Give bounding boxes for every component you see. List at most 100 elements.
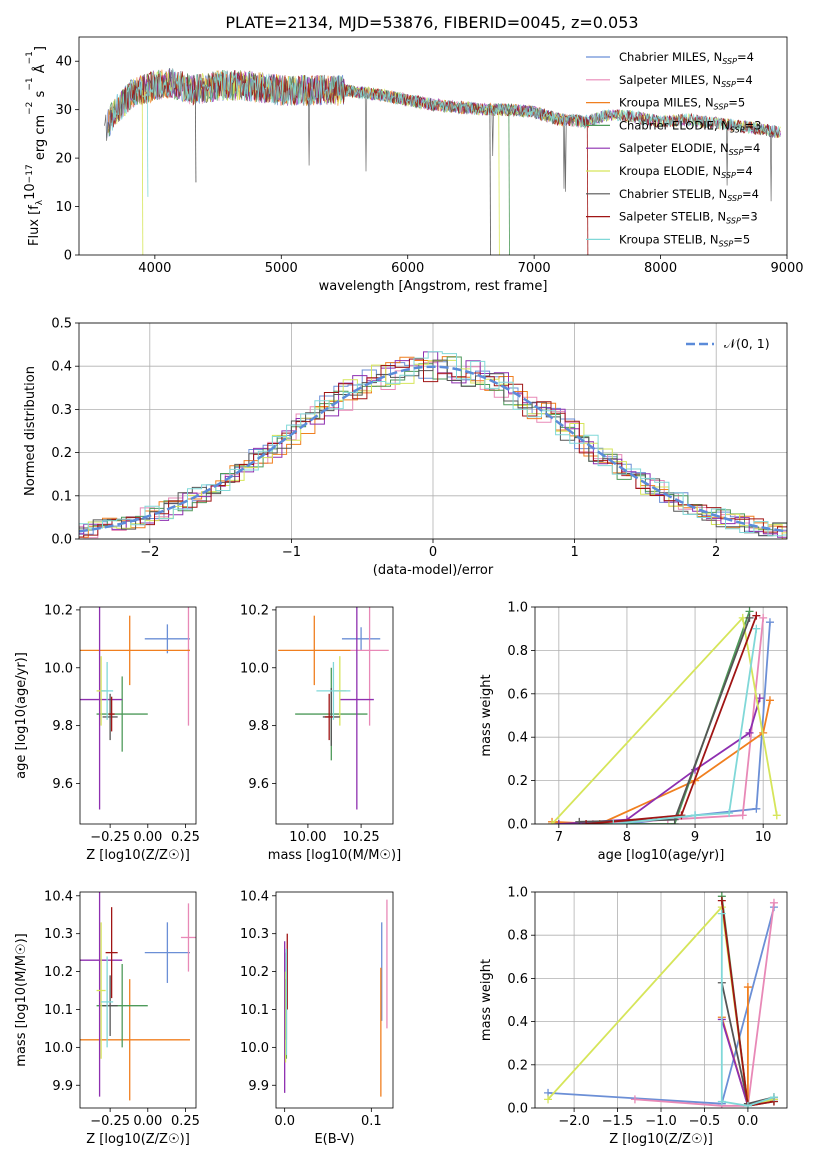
x-tick-label: 0.0 (274, 1114, 295, 1129)
x-tick-label: −2.0 (558, 1114, 590, 1129)
x-axis-label: mass [log10(M/M☉)] (268, 848, 401, 863)
panel-residuals: −2 −1 0 1 2 0.0 0.1 0.2 0.3 0.4 0.5 (data-model)/er… (23, 317, 788, 578)
plot-area (80, 607, 190, 810)
y-label-part: −1 (25, 51, 35, 64)
point-marker (772, 811, 781, 820)
y-tick-label: 20 (55, 152, 72, 167)
x-axis-label: Z [log10(Z/Z☉)] (609, 1132, 713, 1147)
y-tick-label: 0.6 (507, 687, 528, 702)
y-tick-label: 0.4 (507, 731, 528, 746)
legend-sub: SSP (727, 194, 742, 203)
y-tick-label: 10.3 (44, 927, 73, 942)
plot-area (80, 892, 196, 1101)
x-axis-label: Z [log10(Z/Z☉)] (86, 1132, 190, 1147)
plot-area (103, 67, 782, 255)
axes-frame (534, 891, 788, 1109)
spectrum-dropout (141, 90, 144, 255)
point-marker (738, 613, 747, 622)
legend-text: Chabrier ELODIE, N (619, 118, 730, 132)
y-label-part: Å (32, 64, 48, 77)
legend-tail: =4 (736, 73, 753, 87)
legend-sub: SSP (729, 148, 744, 157)
axes-frame (78, 322, 788, 540)
y-tick-label: 10.4 (44, 889, 73, 904)
plot-area (544, 892, 778, 1108)
spectrum-dropout (489, 109, 491, 255)
legend-label: Chabrier MILES, NSSP=4 (619, 50, 754, 66)
spectrum-dropout (498, 109, 500, 255)
legend-sub: SSP (719, 239, 734, 248)
y-label-part: erg cm (33, 115, 48, 164)
x-tick-label: −0.25 (90, 1114, 130, 1129)
x-tick-label: 0.00 (133, 830, 162, 845)
plot-area (278, 607, 389, 810)
legend-sub: SSP (726, 217, 741, 226)
x-tick-label: 8 (623, 830, 631, 845)
legend-text: Chabrier MILES, N (619, 50, 722, 64)
x-axis-label: E(B-V) (314, 1132, 354, 1147)
point-marker (765, 696, 774, 705)
point-marker (759, 613, 768, 622)
histogram-series (79, 351, 787, 537)
y-tick-label: 0.4 (507, 1015, 528, 1030)
plot-area (548, 607, 781, 824)
y-tick-label: 10.3 (240, 927, 269, 942)
histogram-series (79, 362, 787, 539)
y-tick-label: 10.2 (240, 603, 269, 618)
y-tick-label: 0.2 (51, 446, 72, 461)
spectrum-dropout (146, 88, 149, 197)
legend-text: Salpeter STELIB, N (619, 210, 726, 224)
y-tick-label: 0.3 (51, 403, 72, 418)
y-tick-label: 0.0 (507, 818, 528, 833)
panels: 4000 5000 6000 7000 8000 9000010203040wavelen… (14, 36, 804, 1147)
legend-sub: SSP (721, 171, 736, 180)
point-marker (743, 983, 752, 992)
y-tick-label: 0.8 (507, 644, 528, 659)
legend-label: Salpeter STELIB, NSSP=3 (619, 210, 758, 226)
y-tick-label: 10.0 (44, 661, 73, 676)
y-label-part: Flux [f (27, 205, 42, 246)
y-axis-label: mass [log10(M/M☉)] (14, 933, 29, 1066)
axes-frame (275, 606, 394, 825)
panel-mass-vs-ebv: 0.0 0.1 9.9 10.0 10.1 10.2 10.3 10.4 E(B-V) (240, 889, 394, 1147)
y-tick-label: 0.0 (51, 533, 72, 548)
mass-weight-series (613, 628, 758, 824)
y-tick-label: 10.4 (240, 889, 269, 904)
x-tick-label: 0.0 (738, 1114, 759, 1129)
y-label-part: −2 (25, 102, 35, 115)
y-tick-label: 9.6 (248, 777, 269, 792)
histogram-series (79, 359, 787, 539)
legend-label: Kroupa STELIB, NSSP=5 (619, 232, 750, 248)
y-tick-label: 10.0 (240, 661, 269, 676)
mass-weight-series (558, 611, 751, 824)
legend-text: Kroupa STELIB, N (619, 232, 719, 246)
y-tick-label: 0.0 (507, 1102, 528, 1117)
x-tick-label: 10.25 (342, 830, 379, 845)
point-marker (745, 728, 754, 737)
x-axis-label: age [log10(age/yr)] (598, 848, 725, 863)
panel-massweight-vs-age: 7 8 9 10 0.0 0.2 0.4 0.6 0.8 1.0 age [log10(age/yr… (479, 601, 788, 863)
y-tick-label: 1.0 (507, 601, 528, 616)
spectrum-dropout (586, 121, 589, 255)
legend-text: Kroupa MILES, N (619, 96, 714, 110)
point-marker (717, 909, 726, 918)
point-marker (752, 624, 761, 633)
x-tick-label: 9000 (770, 261, 803, 276)
legend-label: Chabrier STELIB, NSSP=4 (619, 187, 759, 203)
point-marker (738, 811, 747, 820)
y-tick-label: 0.1 (51, 489, 72, 504)
legend-sub: SSP (730, 125, 745, 134)
x-axis-label: wavelength [Angstrom, rest frame] (319, 279, 548, 294)
panel-spectrum: 4000 5000 6000 7000 8000 9000 0 10 20 30 40 wavelen… (23, 36, 804, 294)
point-marker (609, 820, 618, 824)
point-marker (752, 611, 761, 620)
x-tick-label: 0.1 (361, 1114, 382, 1129)
y-tick-label: 10.2 (44, 965, 73, 980)
y-tick-label: 9.9 (52, 1079, 73, 1094)
y-tick-label: 10.2 (240, 965, 269, 980)
legend-sub: SSP (722, 57, 737, 66)
y-label-part: λ (35, 199, 45, 205)
point-marker (745, 613, 754, 622)
legend-sub: SSP (714, 103, 729, 112)
legend-text: Kroupa ELODIE, N (619, 164, 721, 178)
